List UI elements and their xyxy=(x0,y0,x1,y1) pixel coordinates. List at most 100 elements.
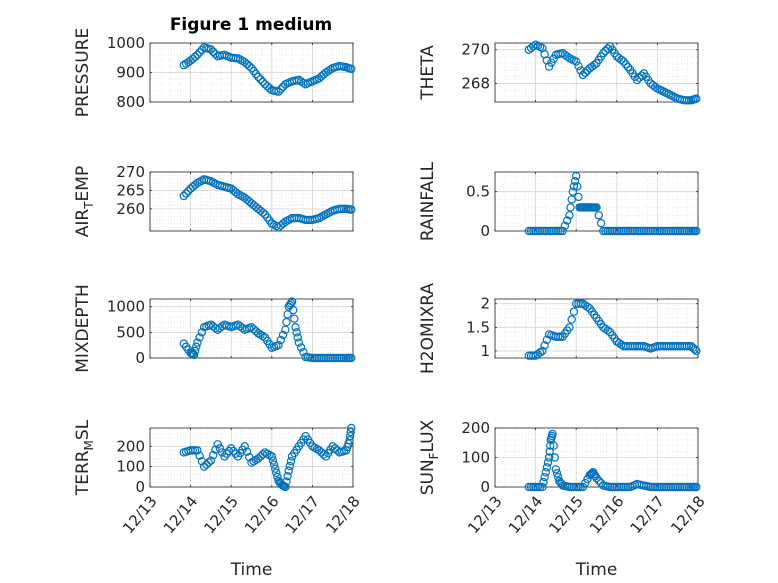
data-point xyxy=(206,456,216,465)
data-point xyxy=(270,464,280,473)
y-tick-label: 1 xyxy=(480,342,490,360)
data-point xyxy=(273,472,282,482)
data-point xyxy=(345,436,354,445)
data-point xyxy=(258,77,267,87)
data-point xyxy=(179,191,189,201)
data-point xyxy=(281,482,290,492)
data-point xyxy=(538,346,547,356)
data-point xyxy=(565,323,574,332)
data-point xyxy=(195,48,204,57)
y-tick-label: 1000 xyxy=(107,34,145,52)
data-point xyxy=(682,226,691,236)
data-point xyxy=(296,343,306,352)
data-point xyxy=(284,466,293,475)
data-point xyxy=(197,328,207,337)
data-point xyxy=(206,45,216,54)
data-point xyxy=(347,64,356,74)
data-point xyxy=(346,427,355,437)
data-point xyxy=(193,50,202,60)
subplot-rainfall: 0 0.5 RAINFALL xyxy=(418,161,701,241)
major-grid xyxy=(494,299,699,358)
data-point xyxy=(540,472,549,482)
data-point xyxy=(539,477,548,487)
data-point xyxy=(299,347,308,357)
subplot-pressure: 800 900 1000 PRESSURE xyxy=(73,28,356,117)
data-point xyxy=(247,458,256,467)
data-point xyxy=(553,332,563,341)
data-point xyxy=(682,482,691,492)
subplot-mixdepth: 0 500 1000 MIXDEPTH xyxy=(73,284,356,373)
data-point xyxy=(249,457,258,466)
y-axis-label: RAINFALL xyxy=(418,161,438,241)
data-point xyxy=(226,444,236,453)
y-tick-label: 270 xyxy=(116,163,145,181)
data-point xyxy=(310,443,319,452)
data-point xyxy=(276,85,286,94)
data-point xyxy=(215,444,225,453)
data-point xyxy=(692,94,701,103)
data-point xyxy=(181,189,191,198)
data-point xyxy=(692,346,701,356)
data-point xyxy=(576,299,585,308)
y-tick-label: 1.5 xyxy=(466,318,490,336)
data-point xyxy=(550,453,559,462)
data-point xyxy=(572,171,581,181)
axes-box xyxy=(149,298,354,359)
data-point xyxy=(558,226,567,236)
y-tick-label: 900 xyxy=(116,64,145,82)
data-point xyxy=(190,346,200,356)
data-point xyxy=(562,52,572,61)
axes-box xyxy=(149,427,354,488)
data-point xyxy=(184,186,193,196)
data-point xyxy=(570,176,580,186)
data-point xyxy=(247,323,256,332)
data-point xyxy=(190,446,200,455)
y-tick-label: 0 xyxy=(135,478,145,496)
data-point xyxy=(254,72,263,82)
y-tick-label: 0.5 xyxy=(466,183,490,201)
data-point xyxy=(540,341,549,350)
data-point xyxy=(548,429,557,439)
data-point xyxy=(347,353,356,363)
y-tick-label: 270 xyxy=(461,41,490,59)
data-point xyxy=(590,60,599,70)
data-point xyxy=(565,211,574,220)
data-point xyxy=(193,446,202,455)
axes-box xyxy=(494,171,699,232)
data-point xyxy=(568,187,578,196)
data-point xyxy=(337,204,346,214)
data-point xyxy=(552,469,562,478)
data-point xyxy=(599,48,608,58)
data-point xyxy=(189,350,199,360)
data-point xyxy=(258,208,267,217)
y-axis-label: THETA xyxy=(418,45,438,101)
data-point xyxy=(592,203,601,212)
data-point xyxy=(592,473,601,483)
data-point xyxy=(682,96,691,105)
data-point xyxy=(282,317,291,327)
data-point xyxy=(283,471,292,481)
data-series xyxy=(524,171,701,236)
data-point xyxy=(269,460,279,469)
data-point xyxy=(535,348,545,357)
figure-title: Figure 1 medium xyxy=(170,15,332,35)
data-point xyxy=(692,482,701,492)
y-tick-label: 260 xyxy=(116,200,145,218)
data-point xyxy=(546,441,555,450)
data-point xyxy=(268,456,278,465)
data-point xyxy=(282,477,291,486)
y-tick-label: 100 xyxy=(461,449,490,467)
data-point xyxy=(637,71,646,80)
data-point xyxy=(290,314,299,323)
data-point xyxy=(278,330,288,340)
data-series xyxy=(179,175,356,232)
data-point xyxy=(319,450,328,459)
data-point xyxy=(220,452,229,461)
data-point xyxy=(242,447,252,456)
data-point xyxy=(192,342,201,351)
y-tick-label: 0 xyxy=(480,222,490,240)
data-point xyxy=(542,335,552,345)
data-point xyxy=(204,458,213,467)
